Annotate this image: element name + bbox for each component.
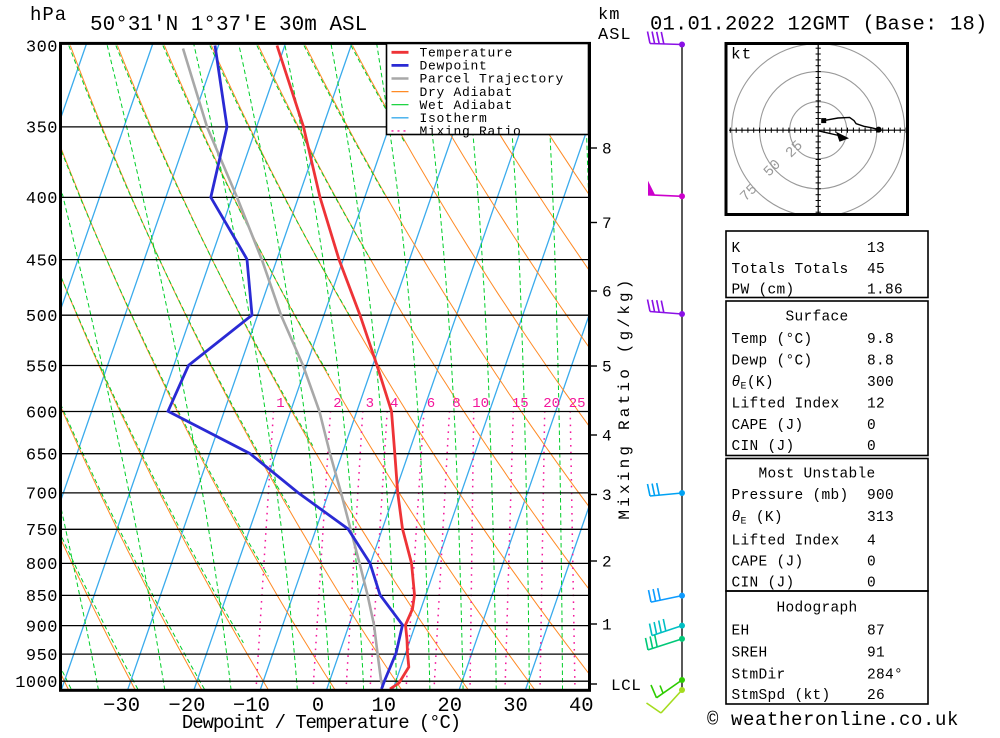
svg-text:Surface: Surface [785, 310, 848, 326]
svg-text:CAPE (J): CAPE (J) [732, 418, 804, 434]
svg-text:Lifted Index: Lifted Index [732, 534, 840, 550]
svg-text:5: 5 [602, 359, 612, 377]
svg-text:400: 400 [26, 190, 58, 209]
svg-text:950: 950 [26, 647, 58, 666]
svg-text:CIN (J): CIN (J) [732, 439, 795, 455]
svg-text:4: 4 [867, 534, 876, 550]
svg-text:StmSpd (kt): StmSpd (kt) [732, 688, 831, 704]
svg-text:0: 0 [312, 695, 324, 718]
svg-text:Temp (°C): Temp (°C) [732, 332, 813, 348]
svg-text:91: 91 [867, 646, 885, 662]
svg-text:8.8: 8.8 [867, 354, 894, 370]
svg-text:StmDir: StmDir [732, 668, 786, 684]
svg-text:313: 313 [867, 510, 894, 526]
svg-text:7: 7 [602, 215, 612, 233]
svg-text:284°: 284° [867, 668, 903, 684]
svg-text:6: 6 [602, 284, 612, 302]
svg-text:15: 15 [512, 396, 529, 412]
svg-text:Wet Adiabat: Wet Adiabat [420, 98, 514, 113]
svg-text:8: 8 [452, 396, 460, 412]
svg-text:Temperature: Temperature [420, 46, 514, 61]
svg-text:40: 40 [569, 695, 594, 718]
svg-text:Lifted Index: Lifted Index [732, 397, 840, 413]
svg-text:Most Unstable: Most Unstable [758, 467, 875, 483]
svg-text:Totals Totals: Totals Totals [732, 262, 849, 278]
svg-text:4: 4 [602, 428, 612, 446]
svg-text:01.01.2022 12GMT (Base: 18): 01.01.2022 12GMT (Base: 18) [650, 14, 988, 37]
svg-text:0: 0 [867, 555, 876, 571]
svg-text:Hodograph: Hodograph [776, 601, 857, 617]
svg-text:650: 650 [26, 447, 58, 466]
svg-text:900: 900 [26, 618, 58, 637]
svg-text:1: 1 [602, 617, 612, 635]
svg-text:km: km [598, 6, 620, 25]
svg-text:Mixing Ratio: Mixing Ratio [420, 124, 522, 139]
svg-text:600: 600 [26, 404, 58, 423]
svg-text:Dry Adiabat: Dry Adiabat [420, 85, 514, 100]
svg-text:ASL: ASL [598, 26, 632, 45]
svg-text:−20: −20 [169, 695, 206, 718]
svg-text:Dewp (°C): Dewp (°C) [732, 354, 813, 370]
svg-text:10: 10 [371, 695, 396, 718]
svg-text:PW (cm): PW (cm) [732, 283, 795, 299]
svg-text:−10: −10 [233, 695, 270, 718]
svg-text:0: 0 [867, 576, 876, 592]
svg-text:50°31'N 1°37'E 30m ASL: 50°31'N 1°37'E 30m ASL [90, 14, 367, 37]
svg-text:θE(K): θE(K) [732, 375, 774, 393]
svg-text:Mixing Ratio (g/kg): Mixing Ratio (g/kg) [616, 276, 634, 519]
svg-text:900: 900 [867, 488, 894, 504]
svg-text:9.8: 9.8 [867, 332, 894, 348]
svg-text:1.86: 1.86 [867, 283, 903, 299]
svg-text:CIN (J): CIN (J) [732, 576, 795, 592]
svg-text:500: 500 [26, 308, 58, 327]
svg-text:300: 300 [867, 375, 894, 391]
svg-text:8: 8 [602, 141, 612, 159]
svg-text:© weatheronline.co.uk: © weatheronline.co.uk [707, 709, 959, 731]
svg-text:30: 30 [503, 695, 528, 718]
svg-text:45: 45 [867, 262, 885, 278]
svg-text:25: 25 [569, 396, 586, 412]
svg-text:0: 0 [867, 439, 876, 455]
svg-text:550: 550 [26, 358, 58, 377]
svg-text:Parcel Trajectory: Parcel Trajectory [420, 72, 565, 87]
svg-text:kt: kt [731, 46, 752, 64]
svg-text:EH: EH [732, 624, 750, 640]
svg-text:750: 750 [26, 522, 58, 541]
svg-text:13: 13 [867, 241, 885, 257]
svg-text:4: 4 [390, 396, 398, 412]
svg-text:1000: 1000 [15, 674, 58, 693]
svg-text:−30: −30 [103, 695, 140, 718]
svg-text:hPa: hPa [30, 4, 67, 26]
svg-text:2: 2 [333, 396, 341, 412]
svg-text:300: 300 [26, 38, 58, 57]
svg-text:10: 10 [472, 396, 489, 412]
svg-text:Dewpoint / Temperature (°C): Dewpoint / Temperature (°C) [182, 712, 460, 733]
svg-text:87: 87 [867, 624, 885, 640]
svg-text:450: 450 [26, 252, 58, 271]
svg-text:2: 2 [602, 554, 612, 572]
svg-text:Isotherm: Isotherm [420, 111, 488, 126]
svg-text:6: 6 [427, 396, 435, 412]
svg-text:20: 20 [543, 396, 560, 412]
svg-text:θE (K): θE (K) [732, 510, 783, 528]
svg-text:Pressure (mb): Pressure (mb) [732, 488, 849, 504]
svg-text:3: 3 [366, 396, 374, 412]
svg-text:1: 1 [276, 396, 284, 412]
svg-text:LCL: LCL [611, 677, 641, 695]
svg-text:Dewpoint: Dewpoint [420, 59, 488, 74]
svg-text:26: 26 [867, 688, 885, 704]
svg-text:12: 12 [867, 397, 885, 413]
svg-text:850: 850 [26, 588, 58, 607]
svg-text:SREH: SREH [732, 646, 768, 662]
svg-text:K: K [732, 241, 741, 257]
svg-text:0: 0 [867, 418, 876, 434]
svg-text:CAPE (J): CAPE (J) [732, 555, 804, 571]
svg-text:20: 20 [437, 695, 462, 718]
svg-text:350: 350 [26, 120, 58, 139]
svg-text:700: 700 [26, 486, 58, 505]
svg-text:3: 3 [602, 487, 612, 505]
svg-text:800: 800 [26, 556, 58, 575]
